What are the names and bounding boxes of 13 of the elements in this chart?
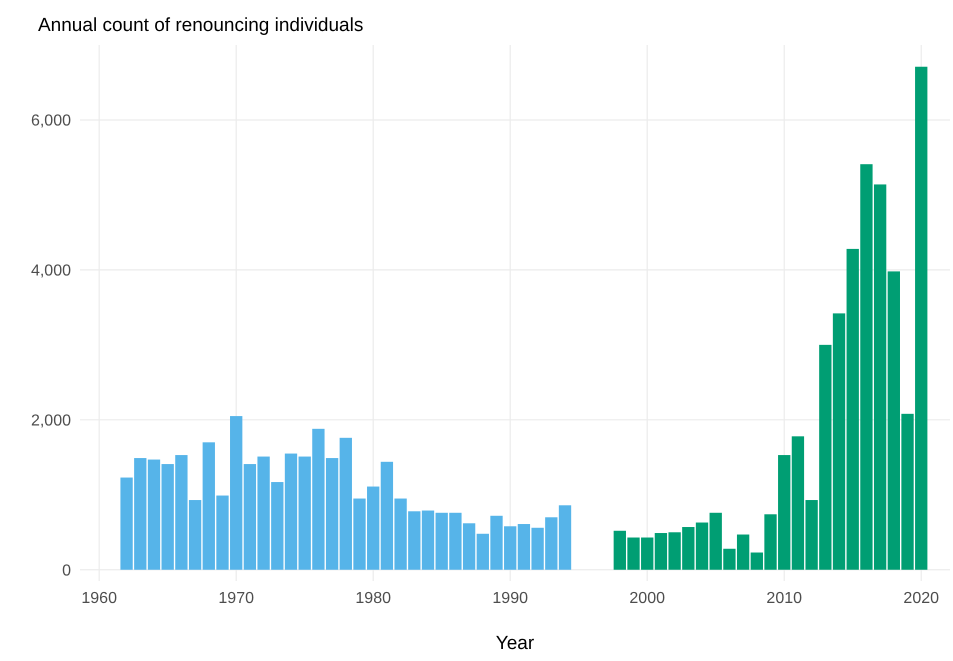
y-tick-label: 6,000	[30, 112, 72, 130]
x-tick-label: 1990	[492, 590, 528, 607]
x-tick-label: 1980	[355, 590, 392, 607]
y-tick-label: 4,000	[30, 262, 72, 280]
x-tick-label: 2020	[903, 590, 940, 607]
y-tick-label: 0	[62, 562, 72, 580]
x-tick-label: 2000	[629, 590, 666, 607]
x-tick-label: 2010	[766, 590, 802, 607]
chart-title: Annual count of renouncing individuals	[38, 15, 364, 36]
y-tick-label: 2,000	[30, 412, 72, 430]
x-axis-title: Year	[496, 633, 535, 654]
x-tick-label: 1960	[81, 590, 118, 607]
x-tick-label: 1970	[218, 590, 254, 607]
